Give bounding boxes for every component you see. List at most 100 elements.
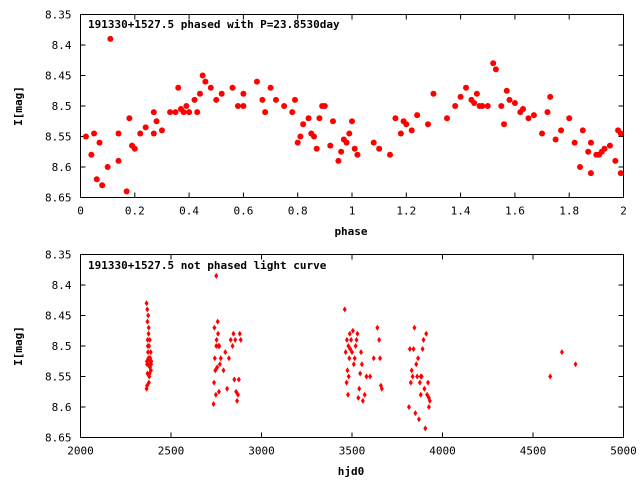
data-point — [351, 145, 358, 152]
data-point — [343, 139, 350, 146]
data-point — [501, 121, 508, 128]
data-point — [544, 109, 551, 116]
data-point — [146, 349, 151, 356]
plot-frame — [80, 254, 624, 438]
data-point — [327, 142, 334, 149]
data-point — [207, 84, 214, 91]
data-point — [579, 127, 586, 134]
data-point — [321, 103, 328, 109]
data-point — [289, 109, 296, 116]
data-point — [240, 90, 247, 97]
data-point — [416, 355, 421, 362]
data-point — [215, 364, 220, 371]
x-tick-label: 0.8 — [288, 205, 308, 218]
data-point — [426, 404, 431, 410]
data-point — [416, 416, 421, 423]
data-point — [379, 385, 384, 392]
data-point — [230, 343, 235, 349]
data-point — [414, 361, 419, 368]
data-point — [297, 133, 304, 140]
data-point — [414, 112, 421, 119]
data-point — [213, 391, 218, 398]
data-point — [426, 379, 431, 386]
data-point — [376, 145, 383, 152]
data-point — [471, 99, 478, 106]
data-point — [350, 327, 355, 334]
data-point — [423, 425, 428, 432]
data-point — [606, 142, 613, 149]
data-point — [231, 330, 236, 337]
data-point — [444, 115, 451, 122]
data-point — [180, 109, 187, 116]
data-point — [573, 361, 578, 368]
data-point — [240, 103, 247, 109]
data-point — [612, 157, 619, 164]
data-point — [232, 376, 237, 383]
data-point — [211, 400, 216, 407]
data-point — [147, 343, 152, 349]
data-point — [145, 318, 150, 325]
data-point — [407, 346, 412, 353]
data-point — [218, 90, 225, 97]
y-tick-label: 8.4 — [52, 279, 72, 292]
data-point — [267, 84, 274, 91]
data-point — [215, 318, 220, 325]
chart-title: 191330+1527.5 not phased light curve — [88, 259, 327, 272]
data-point — [548, 373, 553, 380]
data-point — [596, 151, 603, 158]
data-point — [418, 373, 423, 380]
data-point — [146, 379, 151, 386]
data-point — [316, 115, 323, 122]
data-point — [473, 90, 480, 97]
y-tick-label: 8.45 — [45, 70, 72, 83]
data-point — [520, 106, 527, 113]
data-point — [344, 336, 349, 343]
data-point — [415, 373, 420, 380]
data-point — [350, 349, 354, 356]
data-point — [123, 188, 130, 195]
unphased-light-curve-panel: 191330+1527.5 not phased light curve hjd… — [12, 249, 637, 479]
data-point — [150, 109, 157, 116]
data-point — [371, 355, 376, 362]
data-point — [349, 118, 355, 125]
y-tick-label: 8.35 — [45, 249, 72, 262]
y-tick-label: 8.6 — [52, 401, 72, 414]
x-tick-label: 1 — [349, 205, 356, 218]
data-point — [525, 115, 532, 122]
data-points — [82, 35, 624, 195]
data-point — [212, 355, 217, 362]
data-point — [346, 130, 353, 137]
data-point — [457, 93, 464, 100]
data-point — [82, 133, 89, 140]
data-point — [145, 306, 150, 313]
plot-frame — [80, 14, 624, 198]
y-tick-label: 8.65 — [45, 432, 72, 445]
data-point — [359, 349, 364, 356]
x-tick-label: 0.4 — [179, 205, 199, 218]
data-point — [218, 355, 223, 362]
data-point — [403, 121, 410, 128]
data-point — [216, 388, 221, 395]
x-tick-label: 4000 — [429, 445, 456, 458]
data-point — [566, 115, 573, 122]
data-point — [356, 394, 361, 401]
data-point — [196, 90, 203, 97]
data-point — [149, 358, 154, 365]
data-point — [146, 312, 151, 319]
data-point — [253, 78, 260, 85]
data-point — [142, 124, 149, 131]
x-tick-label: 1.4 — [451, 205, 471, 218]
data-point — [354, 151, 361, 158]
data-point — [426, 394, 431, 401]
data-point — [153, 118, 160, 125]
y-tick-label: 8.55 — [45, 131, 72, 144]
x-tick-label: 3500 — [339, 445, 366, 458]
data-point — [223, 349, 228, 356]
data-point — [577, 164, 584, 170]
data-point — [146, 330, 151, 337]
data-point — [214, 343, 219, 349]
data-point — [362, 391, 367, 398]
axis-ticks: 0 0.2 0.4 0.6 0.8 1 1.2 1.4 1.6 1.8 2 8.35 8.4 8.45 8.… — [45, 9, 627, 218]
x-tick-label: 0.2 — [125, 205, 145, 218]
data-point — [571, 139, 578, 146]
